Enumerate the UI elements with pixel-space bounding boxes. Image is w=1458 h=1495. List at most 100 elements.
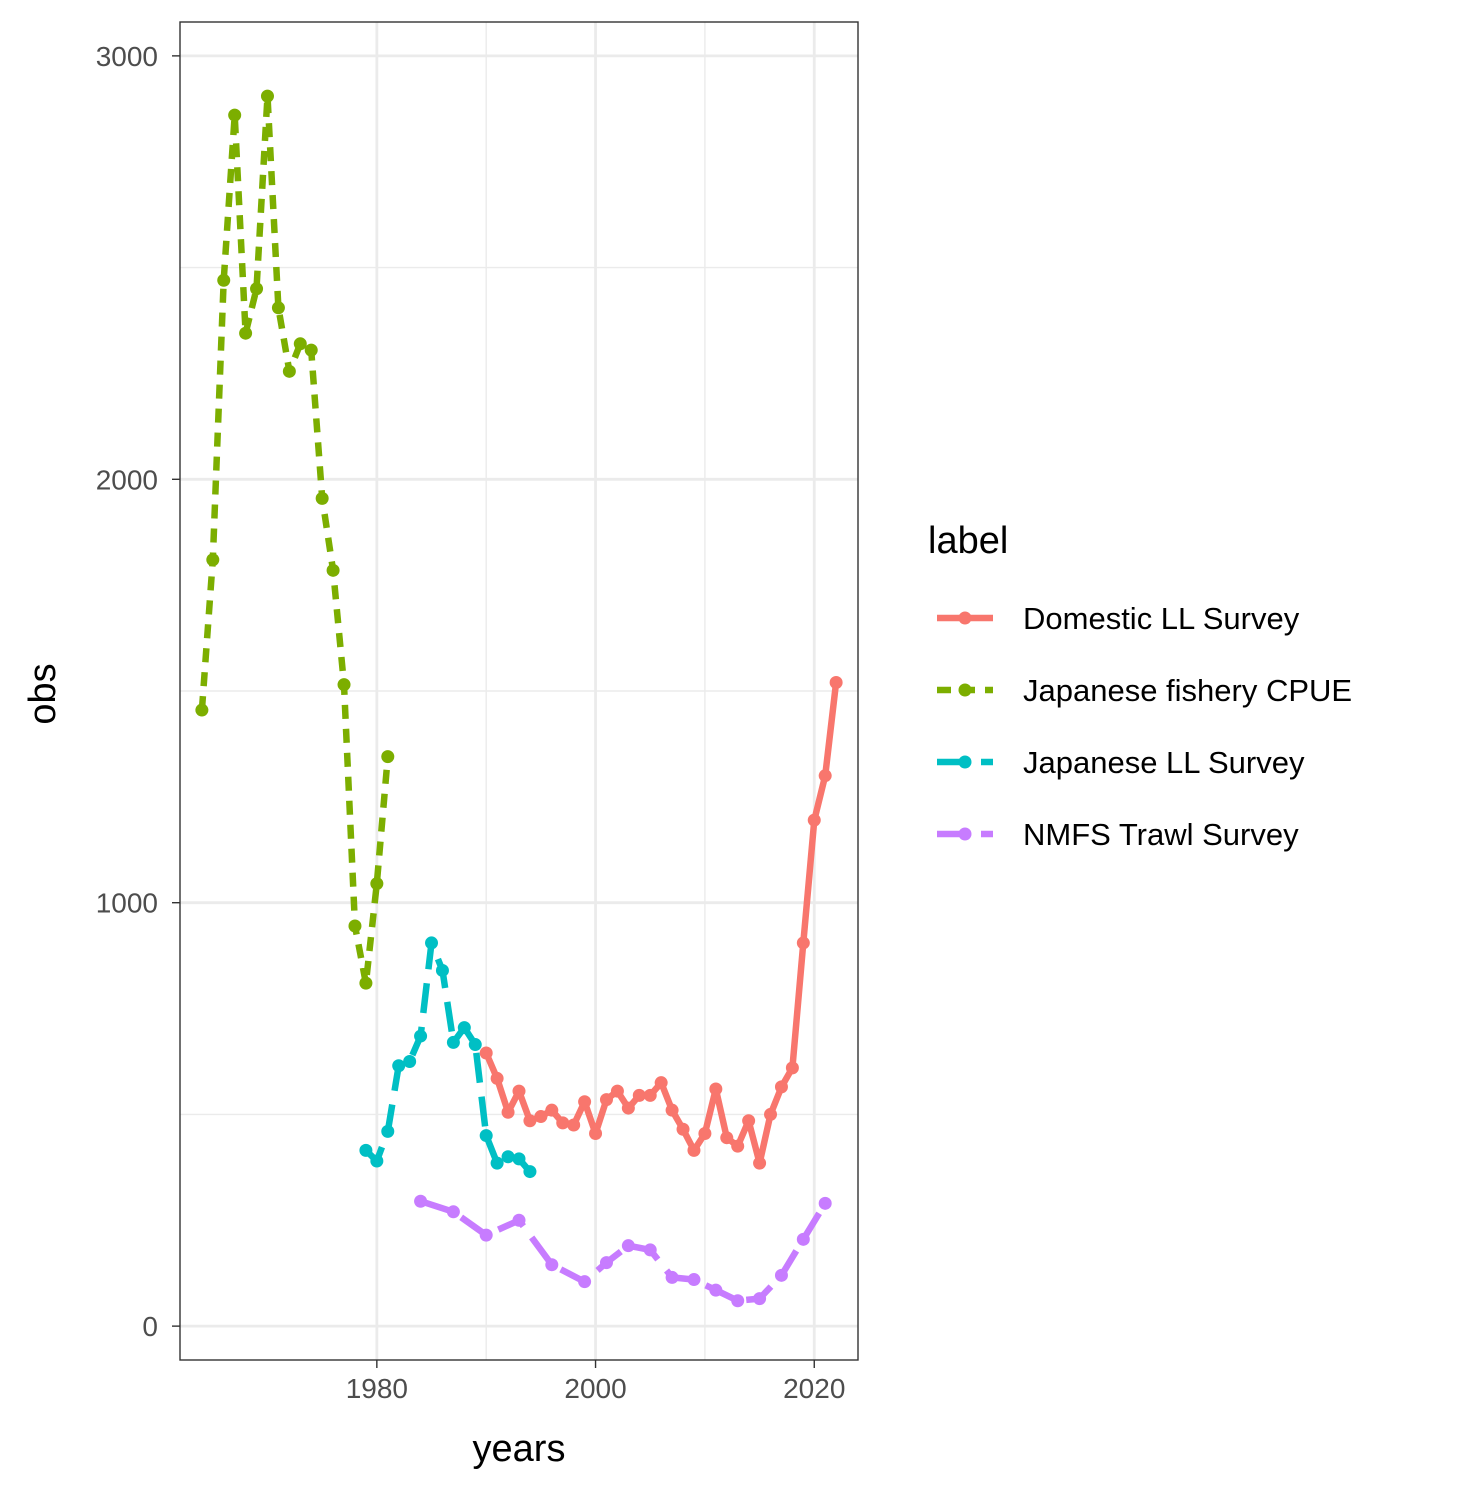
x-tick-label: 2020 (783, 1373, 845, 1404)
data-point (348, 919, 362, 933)
data-point (217, 273, 231, 287)
data-point (370, 1154, 384, 1168)
data-point (250, 282, 264, 296)
legend-label: Japanese LL Survey (1023, 745, 1305, 780)
series-japanese-fishery-cpue (195, 89, 395, 990)
legend-key-point (958, 827, 972, 841)
legend-label: Domestic LL Survey (1023, 601, 1300, 636)
data-point (764, 1107, 778, 1121)
legend-key-point (958, 611, 972, 625)
data-point (796, 1232, 810, 1246)
data-point (742, 1114, 756, 1128)
data-point (545, 1103, 559, 1117)
data-point (796, 936, 810, 950)
data-point (578, 1095, 592, 1109)
series-layer (195, 89, 843, 1308)
data-point (687, 1143, 701, 1157)
data-point (446, 1035, 460, 1049)
data-point (479, 1228, 493, 1242)
data-point (599, 1093, 613, 1107)
data-point (512, 1152, 526, 1166)
legend-title: label (928, 520, 1008, 562)
data-point (534, 1110, 548, 1124)
data-point (490, 1071, 504, 1085)
data-point (599, 1256, 613, 1270)
grid-layer (180, 22, 858, 1360)
data-point (468, 1038, 482, 1052)
data-point (643, 1088, 657, 1102)
x-axis-title: years (473, 1428, 566, 1470)
series-japanese-ll-survey (359, 936, 537, 1179)
data-point (676, 1122, 690, 1136)
data-point (785, 1061, 799, 1075)
data-point (774, 1268, 788, 1282)
data-point (370, 877, 384, 891)
series-line (363, 939, 533, 1174)
data-point (457, 1021, 471, 1035)
data-point (195, 703, 209, 717)
data-point (490, 1156, 504, 1170)
data-point (359, 1143, 373, 1157)
data-point (556, 1116, 570, 1130)
data-point (665, 1103, 679, 1117)
data-point (621, 1101, 635, 1115)
data-point (567, 1118, 581, 1132)
data-point (239, 326, 253, 340)
data-point (807, 813, 821, 827)
legend-key-point (958, 683, 972, 697)
y-tick-label: 2000 (96, 464, 158, 495)
series-nmfs-trawl-survey (414, 1194, 832, 1308)
data-point (381, 1124, 395, 1138)
data-point (326, 563, 340, 577)
axis-layer: 1980 2000 2020 0 1000 2000 3000 (96, 41, 846, 1404)
data-point (512, 1213, 526, 1227)
data-point (501, 1150, 515, 1164)
data-point (381, 750, 395, 764)
data-point (425, 936, 439, 950)
series-line (198, 92, 392, 987)
data-point (720, 1131, 734, 1145)
data-point (753, 1156, 767, 1170)
data-point (501, 1105, 515, 1119)
data-point (282, 364, 296, 378)
data-point (359, 976, 373, 990)
legend: Domestic LL Survey Japanese fishery CPUE J… (937, 601, 1352, 852)
data-point (632, 1088, 646, 1102)
legend-item: Japanese LL Survey (937, 745, 1305, 780)
data-point (260, 89, 274, 103)
legend-item: Domestic LL Survey (937, 601, 1300, 636)
legend-label: NMFS Trawl Survey (1023, 817, 1299, 852)
data-point (731, 1294, 745, 1308)
data-point (414, 1194, 428, 1208)
data-point (337, 678, 351, 692)
data-point (392, 1059, 406, 1073)
data-point (709, 1082, 723, 1096)
data-point (271, 301, 285, 315)
legend-label: Japanese fishery CPUE (1023, 673, 1352, 708)
y-tick-label: 3000 (96, 41, 158, 72)
legend-item: Japanese fishery CPUE (937, 673, 1352, 708)
legend-key-point (958, 755, 972, 769)
y-axis-title: obs (22, 663, 64, 724)
data-point (523, 1114, 537, 1128)
x-tick-label: 1980 (346, 1373, 408, 1404)
data-point (512, 1084, 526, 1098)
data-point (753, 1292, 767, 1306)
x-tick-label: 2000 (564, 1373, 626, 1404)
data-point (665, 1270, 679, 1284)
data-point (774, 1080, 788, 1094)
panel-border (179, 21, 859, 1361)
data-point (446, 1205, 460, 1219)
data-point (818, 1196, 832, 1210)
data-point (731, 1139, 745, 1153)
data-point (578, 1275, 592, 1289)
data-point (435, 963, 449, 977)
data-point (545, 1258, 559, 1272)
legend-item: NMFS Trawl Survey (937, 817, 1299, 852)
data-point (621, 1239, 635, 1253)
data-point (698, 1126, 712, 1140)
y-tick-label: 1000 (96, 888, 158, 919)
y-tick-label: 0 (142, 1311, 158, 1342)
data-point (818, 769, 832, 783)
